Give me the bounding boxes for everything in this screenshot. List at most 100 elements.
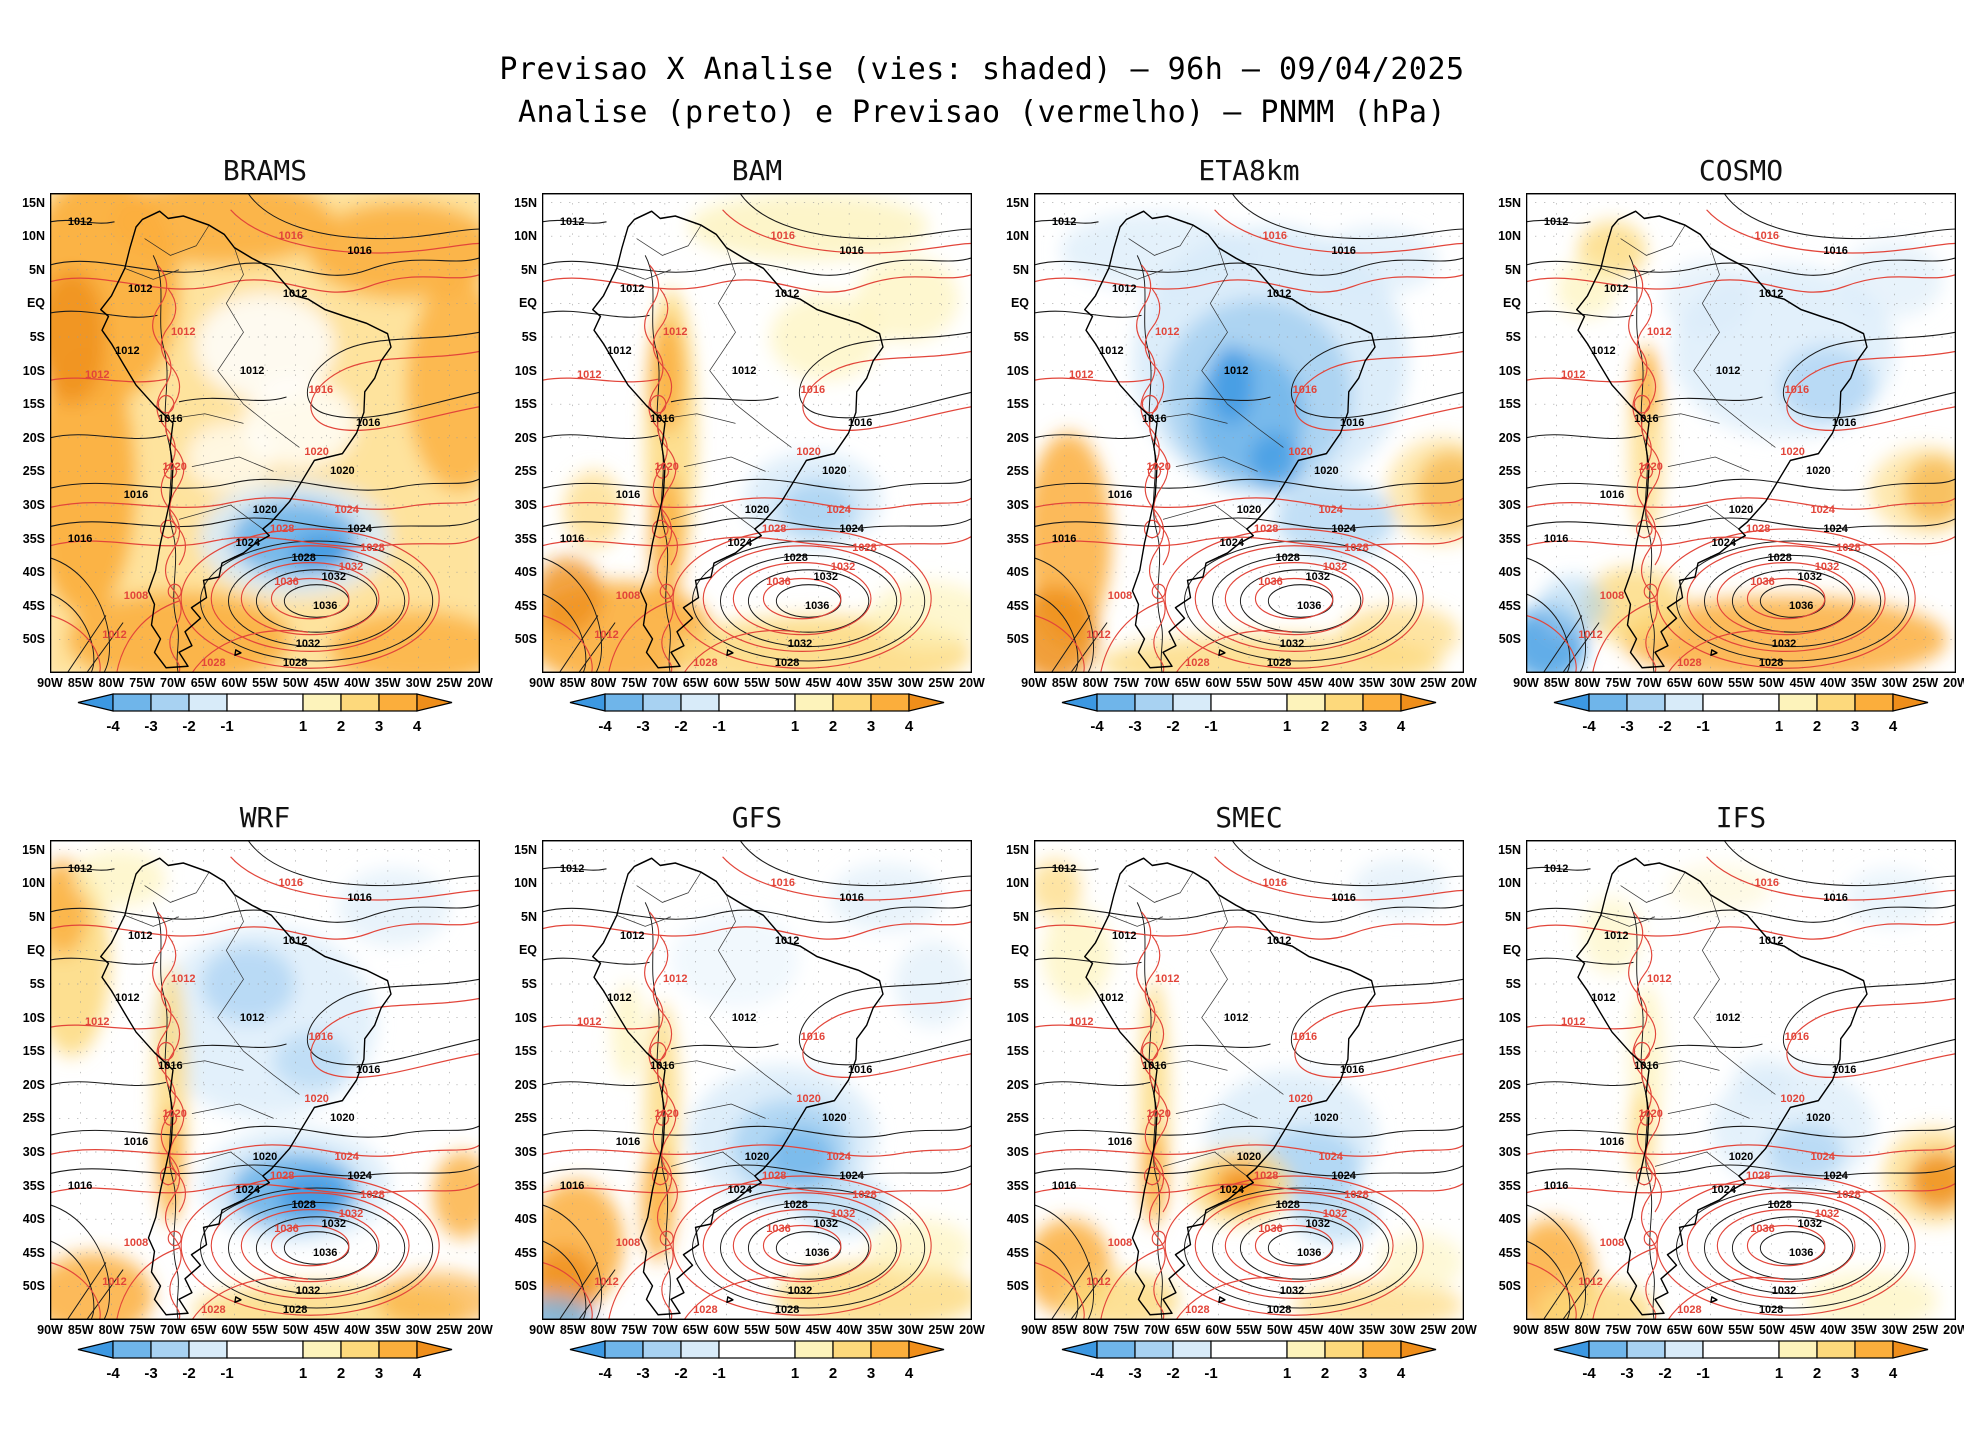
lat-tick-label: 30S [1498, 1145, 1521, 1159]
lat-tick-label: 50S [1006, 632, 1029, 647]
lon-tick-label: 85W [1543, 676, 1570, 690]
colorbar-tick: 4 [1889, 1365, 1898, 1382]
colorbar-tick: 1 [791, 718, 799, 735]
lat-tick-label: EQ [1010, 296, 1029, 311]
colorbar: -4 -3 -2 -1 1 2 3 4 [1034, 693, 1464, 739]
lat-axis: 15N 10N 5N EQ 5S 10S 15S 20S 25S 30S 35S 40S 45S 50S [994, 840, 1034, 1320]
lat-tick-label: 25S [1498, 464, 1521, 479]
lon-tick-label: 20W [1943, 1323, 1964, 1337]
figure-subtitle: Analise (preto) e Previsao (vermelho) — … [517, 95, 1447, 130]
lon-tick-label: 90W [37, 676, 63, 690]
colorbar-tick: -4 [1582, 1365, 1596, 1382]
colorbar: -4 -3 -2 -1 1 2 3 4 [1526, 1340, 1956, 1386]
lon-tick-label: 70W [159, 676, 186, 690]
lon-tick-label: 85W [559, 676, 586, 690]
bias-colorbar: -4 -3 -2 -1 1 2 3 4 [569, 1340, 945, 1382]
colorbar-tick: 1 [1283, 1365, 1291, 1382]
lon-tick-label: 70W [1143, 1323, 1170, 1337]
lon-tick-label: 40W [1328, 676, 1354, 690]
lat-tick-label: 40S [22, 565, 45, 580]
lat-tick-label: 10N [1498, 229, 1521, 244]
lon-tick-label: 70W [1635, 1323, 1662, 1337]
lon-tick-label: 50W [774, 1323, 801, 1337]
lon-tick-label: 80W [1574, 1323, 1601, 1337]
panel-title: COSMO [1698, 154, 1784, 187]
lat-tick-label: 35S [514, 1178, 537, 1193]
panel-title: IFS [1715, 801, 1767, 834]
colorbar-tick: 2 [1321, 718, 1329, 735]
colorbar-tick: -1 [712, 1365, 725, 1382]
lat-tick-label: 5N [29, 262, 45, 277]
colorbar-tick: -3 [636, 1365, 649, 1382]
colorbar-tick: 4 [413, 1365, 422, 1382]
model-panel-brams: BRAMS 15N 10N 5N EQ 5S 10S 15S 20S 25S 30S 35S 40S 4… [8, 154, 493, 739]
lat-tick-label: 5N [1013, 262, 1029, 277]
lon-tick-label: 60W [1205, 676, 1232, 690]
model-panel-gfs: GFS 15N 10N 5N EQ 5S 10S 15S 20S 25S 30S 35S 40S 45S… [500, 801, 985, 1386]
map-wrap: 15N 10N 5N EQ 5S 10S 15S 20S 25S 30S 35S 40S 45S 50S … [22, 840, 493, 1337]
panel-row-top: BRAMS 15N 10N 5N EQ 5S 10S 15S 20S 25S 30S 35S 40S 4… [8, 154, 1964, 739]
lat-tick-label: 35S [22, 1178, 45, 1193]
lat-tick-label: 35S [22, 531, 45, 546]
lat-tick-label: 25S [514, 464, 537, 479]
bias-colorbar: -4 -3 -2 -1 1 2 3 4 [1553, 1340, 1929, 1382]
model-panel-eta8km: ETA8km 15N 10N 5N EQ 5S 10S 15S 20S 25S 30S 35S 40S… [992, 154, 1477, 739]
panel-title: ETA8km [1198, 154, 1300, 187]
lon-tick-label: 20W [1451, 1323, 1477, 1337]
lat-tick-label: 50S [22, 632, 45, 647]
bias-map-brams [50, 193, 480, 673]
lat-tick-label: 10S [1006, 363, 1029, 378]
colorbar-tick: -1 [1696, 1365, 1709, 1382]
model-panel-bam: BAM 15N 10N 5N EQ 5S 10S 15S 20S 25S 30S 35S 40S 45S… [500, 154, 985, 739]
lon-tick-label: 50W [282, 1323, 309, 1337]
lat-tick-label: 5S [1013, 977, 1029, 991]
lat-tick-label: 15S [22, 1044, 45, 1059]
lon-tick-label: 45W [805, 1323, 832, 1337]
lon-tick-label: 85W [1051, 1323, 1078, 1337]
lat-tick-label: 50S [1498, 1279, 1521, 1294]
lat-axis: 15N 10N 5N EQ 5S 10S 15S 20S 25S 30S 35S 40S 45S 50S [994, 193, 1034, 673]
lon-tick-label: 55W [252, 676, 278, 690]
lat-tick-label: 30S [22, 498, 45, 512]
colorbar-tick: 2 [337, 1365, 345, 1382]
map-wrap: 15N 10N 5N EQ 5S 10S 15S 20S 25S 30S 35S 40S 45S 50S … [1006, 193, 1477, 690]
lon-tick-label: 25W [928, 676, 955, 690]
lat-tick-label: 10S [514, 363, 537, 378]
lon-tick-label: 75W [621, 676, 647, 690]
lon-tick-label: 70W [159, 1323, 186, 1337]
lon-tick-label: 50W [1758, 1323, 1785, 1337]
lon-axis: 90W 85W 80W 75W 70W 65W 60W 55W 50W 45W 40W 35W 30W 2… [1513, 673, 1964, 693]
lon-tick-label: 25W [436, 1323, 463, 1337]
lat-axis: 15N 10N 5N EQ 5S 10S 15S 20S 25S 30S 35S 40S 45S 50S [502, 840, 542, 1320]
lon-tick-label: 25W [436, 676, 463, 690]
lat-tick-label: 5N [1013, 909, 1029, 924]
lat-tick-label: 35S [1006, 531, 1029, 546]
lat-tick-label: 45S [22, 598, 45, 613]
lon-tick-label: 25W [928, 1323, 955, 1337]
colorbar-tick: 2 [829, 718, 837, 735]
lon-tick-label: 35W [1850, 676, 1877, 690]
lon-tick-label: 90W [1021, 1323, 1047, 1337]
lat-tick-label: 20S [1498, 430, 1521, 445]
lon-tick-label: 65W [190, 1323, 217, 1337]
lat-tick-label: 10N [1006, 876, 1029, 891]
lat-tick-label: 10S [22, 363, 45, 378]
lat-tick-label: 25S [22, 464, 45, 479]
lon-tick-label: 35W [866, 676, 893, 690]
lon-tick-label: 60W [713, 676, 740, 690]
lon-tick-label: 55W [1236, 1323, 1262, 1337]
lon-tick-label: 80W [98, 676, 125, 690]
lon-tick-label: 30W [1881, 676, 1908, 690]
lat-tick-label: 35S [1006, 1178, 1029, 1193]
lat-tick-label: 15N [1006, 842, 1029, 857]
lon-tick-label: 80W [98, 1323, 125, 1337]
lon-tick-label: 35W [374, 1323, 401, 1337]
colorbar: -4 -3 -2 -1 1 2 3 4 [50, 1340, 480, 1386]
colorbar-tick: 2 [337, 718, 345, 735]
lon-tick-label: 30W [897, 676, 924, 690]
lon-axis: 90W 85W 80W 75W 70W 65W 60W 55W 50W 45W 40W 35W 30W 2… [37, 673, 493, 693]
lon-tick-label: 90W [37, 1323, 63, 1337]
lon-tick-label: 75W [1605, 1323, 1631, 1337]
colorbar: -4 -3 -2 -1 1 2 3 4 [50, 693, 480, 739]
lon-tick-label: 40W [1820, 676, 1846, 690]
